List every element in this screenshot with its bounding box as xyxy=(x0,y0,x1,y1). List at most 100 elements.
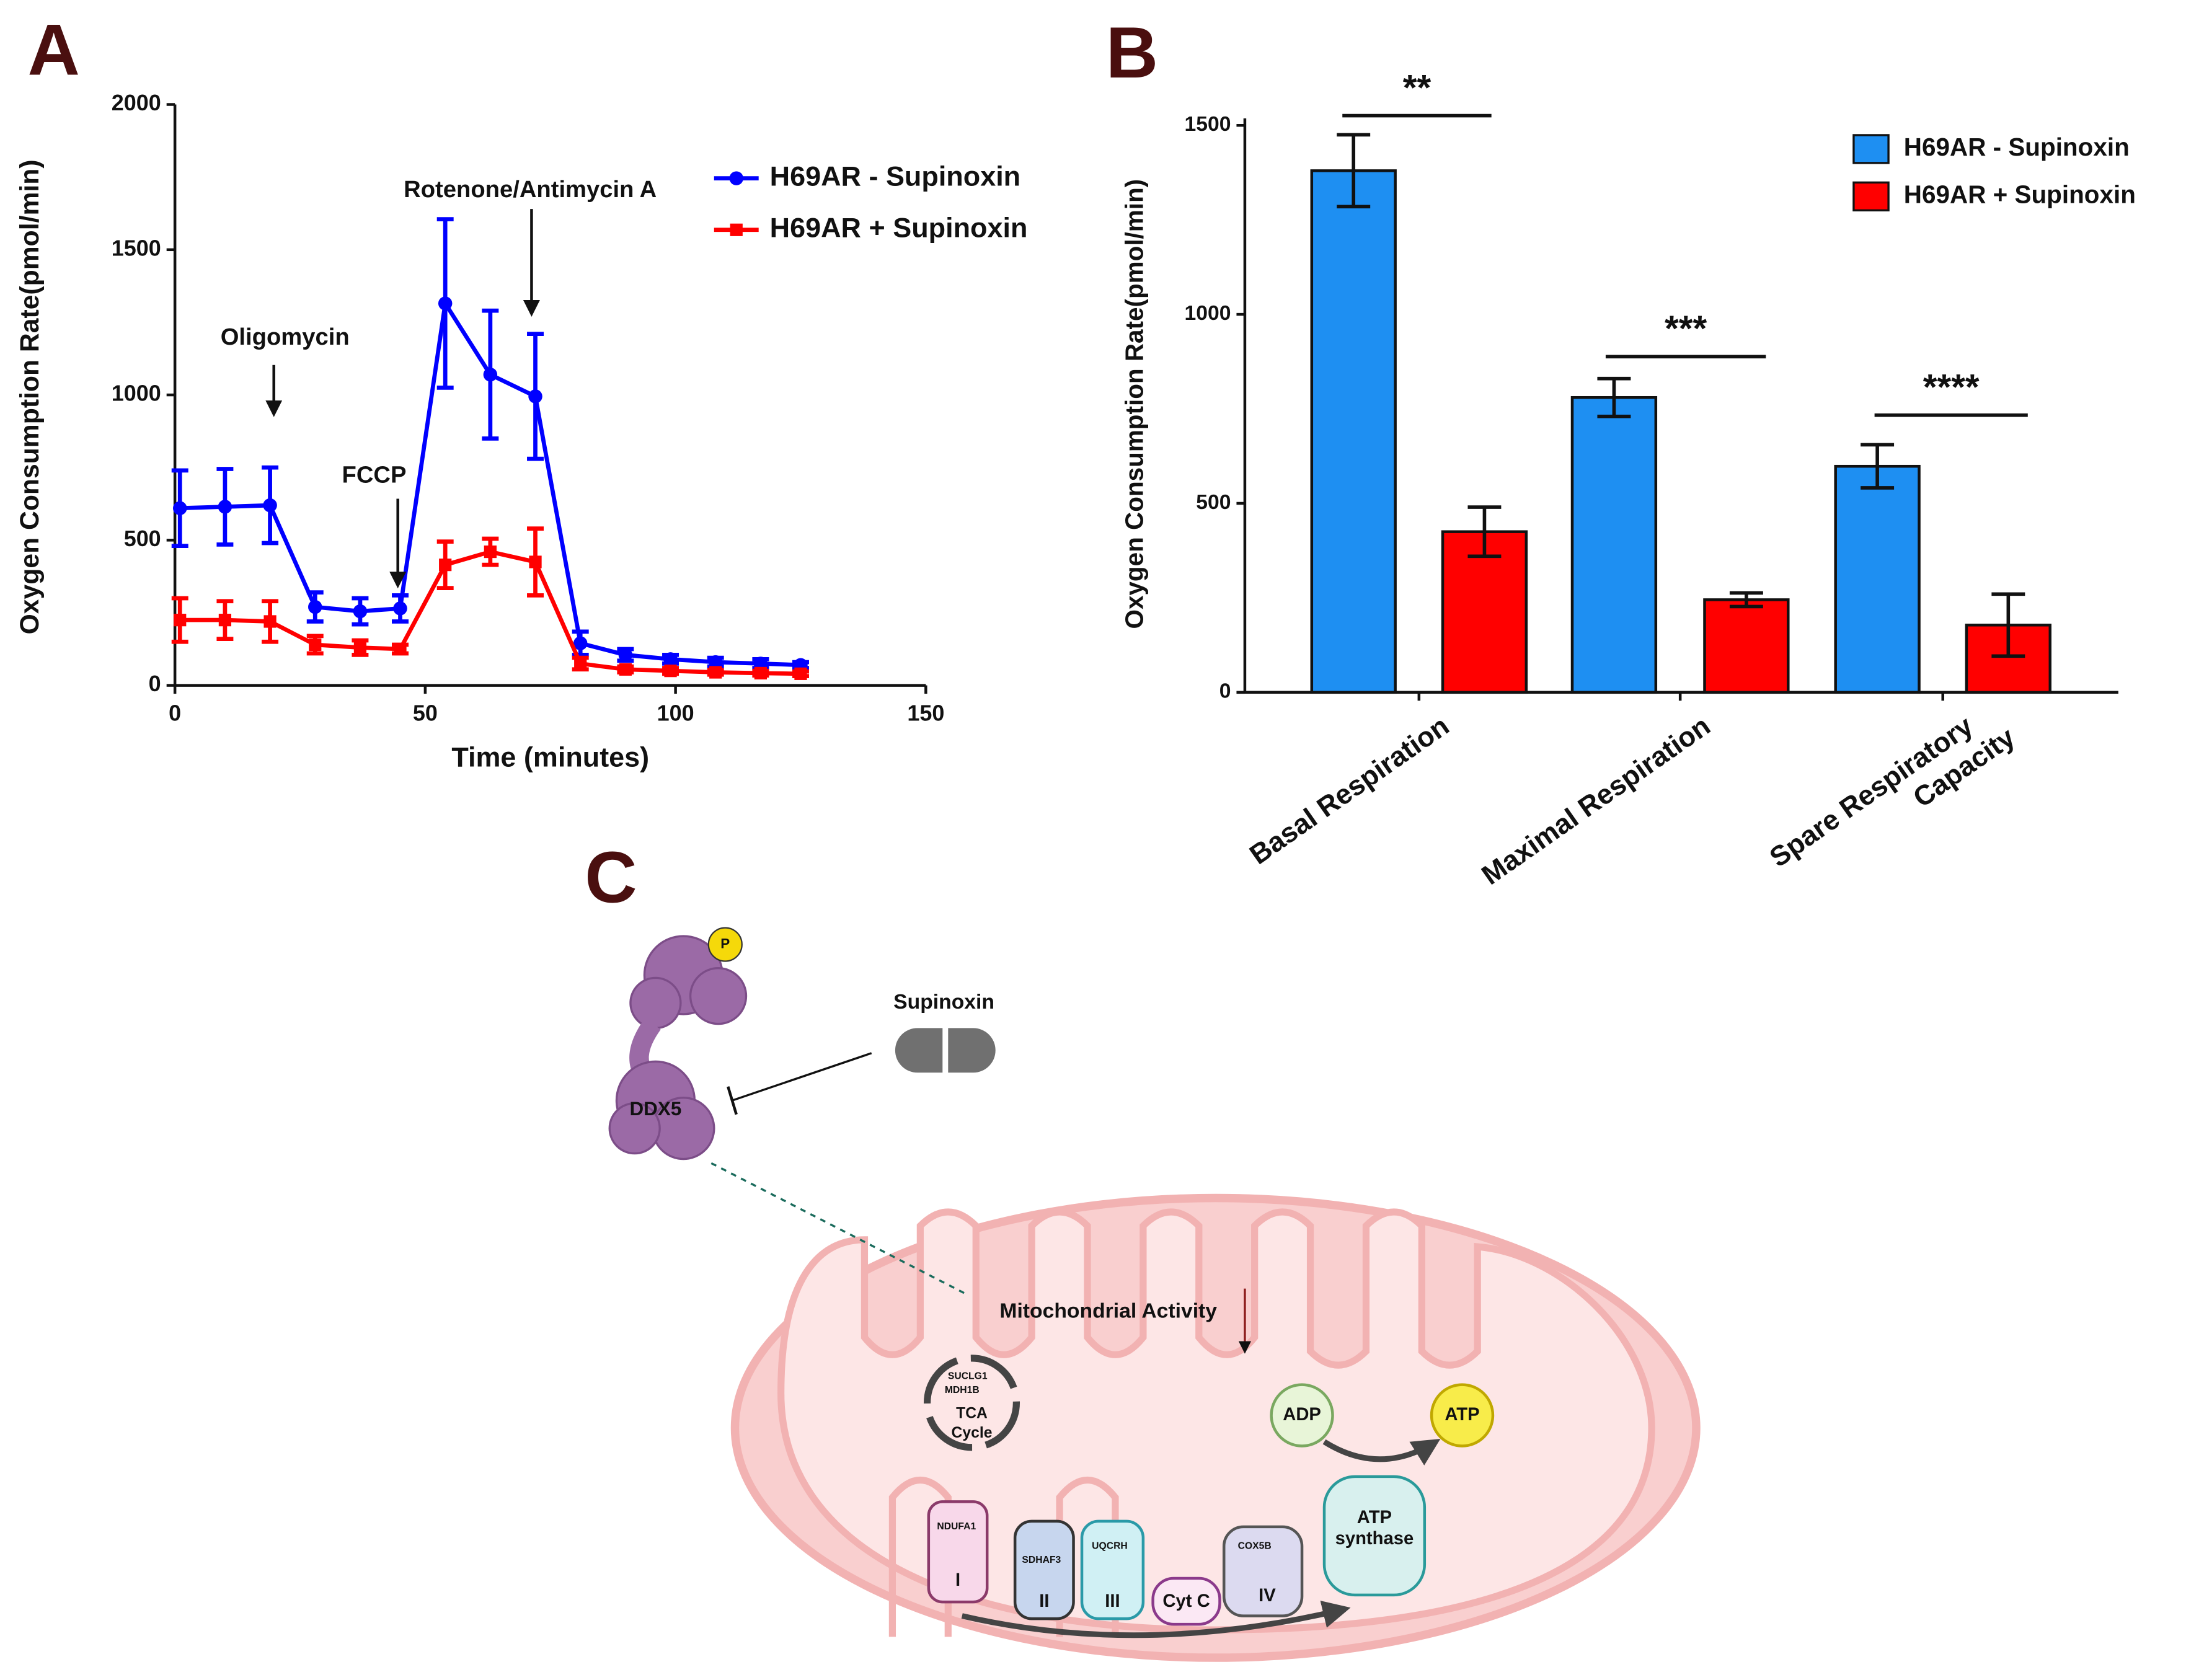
marker xyxy=(218,500,232,514)
x-tick-label: Basal Respiration xyxy=(1244,710,1454,871)
atp-label: ATP xyxy=(1445,1405,1479,1425)
diagram: P DDX5 Supinoxin Mitochondrial Activity … xyxy=(608,927,1701,1662)
error-bar xyxy=(1991,592,2025,658)
x-tick-label: 50 xyxy=(413,700,438,725)
marker xyxy=(353,604,368,619)
x-tick-label: 150 xyxy=(907,700,944,725)
y-tick-label: 1500 xyxy=(1185,112,1231,136)
complex-label: II xyxy=(1039,1591,1049,1611)
marker xyxy=(173,501,187,516)
y-tick-label: 1000 xyxy=(1185,301,1231,325)
marker xyxy=(393,601,407,616)
legend-marker xyxy=(730,223,743,236)
synthase-label: synthase xyxy=(1335,1529,1414,1549)
panel-label: A xyxy=(27,9,79,91)
marker xyxy=(438,296,453,311)
atp-icon xyxy=(1430,1383,1495,1448)
gene-label: SDHAF3 xyxy=(1022,1555,1061,1565)
tca-cycle xyxy=(923,1355,1020,1451)
complex xyxy=(1080,1519,1145,1620)
adp-label: ADP xyxy=(1283,1405,1321,1425)
tca-label: TCA xyxy=(956,1405,988,1421)
bar xyxy=(1441,530,1528,694)
marker xyxy=(484,545,497,559)
legend-label: H69AR + Supinoxin xyxy=(770,212,1028,244)
legend-swatch xyxy=(1852,181,1890,211)
ddx5-protein xyxy=(608,935,748,1161)
annotation: Oligomycin xyxy=(221,324,350,350)
panel-label: B xyxy=(1106,12,1158,93)
x-tick-label: Spare RespiratoryCapacity xyxy=(1764,694,2020,901)
y-tick-label: 500 xyxy=(1196,490,1231,514)
x-tick-label: 0 xyxy=(169,700,181,725)
inhibition-bar xyxy=(727,1086,738,1115)
marker xyxy=(353,641,367,654)
y-tick-label: 1500 xyxy=(112,235,161,260)
phospho-icon xyxy=(707,927,743,962)
error-bar xyxy=(1861,443,1895,490)
y-tick-label: 0 xyxy=(149,671,161,696)
significance-label: *** xyxy=(1665,309,1707,349)
complex xyxy=(1222,1525,1304,1617)
complex-label: III xyxy=(1105,1591,1120,1611)
marker xyxy=(573,636,588,650)
gene-label: MDH1B xyxy=(945,1385,980,1395)
significance-label: **** xyxy=(1923,368,1980,408)
y-tick-label: 0 xyxy=(1219,679,1231,703)
y-tick-label: 500 xyxy=(124,526,161,551)
phospho-label: P xyxy=(720,935,730,951)
y-axis-label: Oxygen Consumption Rate(pmol/min) xyxy=(1120,179,1148,629)
annotation: FCCP xyxy=(342,462,407,489)
marker xyxy=(439,559,452,572)
marker xyxy=(308,599,322,614)
dashed-arrow xyxy=(710,1162,970,1297)
gene-label: COX5B xyxy=(1238,1541,1272,1551)
panel-label: C xyxy=(585,837,637,918)
adp-icon xyxy=(1270,1383,1334,1448)
bar xyxy=(1834,464,1921,694)
complex xyxy=(1013,1519,1075,1620)
atp-arrow xyxy=(1322,1438,1441,1466)
drug-label: Supinoxin xyxy=(893,990,994,1014)
series-line xyxy=(180,549,801,676)
gene-label: SUCLG1 xyxy=(948,1371,988,1381)
gene-label: UQCRH xyxy=(1092,1541,1128,1551)
protein-label: DDX5 xyxy=(629,1098,681,1120)
x-tick-label: 100 xyxy=(657,700,694,725)
cyt-c xyxy=(1151,1576,1221,1626)
legend-label: H69AR - Supinoxin xyxy=(770,161,1020,192)
marker xyxy=(574,657,587,670)
complex xyxy=(927,1500,989,1604)
marker xyxy=(394,642,407,656)
bar xyxy=(1310,169,1397,694)
inner-membrane xyxy=(777,1208,1655,1634)
legend-marker xyxy=(729,171,743,185)
marker xyxy=(529,555,542,568)
y-tick-label: 1000 xyxy=(112,381,161,406)
error-bar xyxy=(1597,376,1631,418)
inhibition-line xyxy=(732,1052,872,1102)
annotation: Rotenone/Antimycin A xyxy=(404,176,657,203)
electron-flow xyxy=(961,1600,1351,1638)
marker xyxy=(619,663,632,676)
marker xyxy=(709,666,722,679)
marker xyxy=(794,667,807,680)
y-axis-label: Oxygen Consumption Rate(pmol/min) xyxy=(15,159,45,634)
complex-label: IV xyxy=(1259,1586,1276,1606)
marker xyxy=(754,666,767,680)
marker xyxy=(528,389,542,404)
marker xyxy=(708,655,723,670)
pill-icon xyxy=(895,1028,996,1073)
marker xyxy=(263,498,277,513)
cristae xyxy=(888,1476,1119,1637)
atp-synthase xyxy=(1322,1475,1427,1597)
complex-label: Cyt C xyxy=(1162,1591,1210,1611)
legend-label: H69AR - Supinoxin xyxy=(1904,133,2130,161)
gene-label: NDUFA1 xyxy=(937,1521,976,1532)
error-bar xyxy=(1729,591,1763,609)
marker xyxy=(664,665,677,678)
marker xyxy=(618,648,633,662)
error-bar xyxy=(1337,133,1371,209)
marker xyxy=(309,638,322,652)
